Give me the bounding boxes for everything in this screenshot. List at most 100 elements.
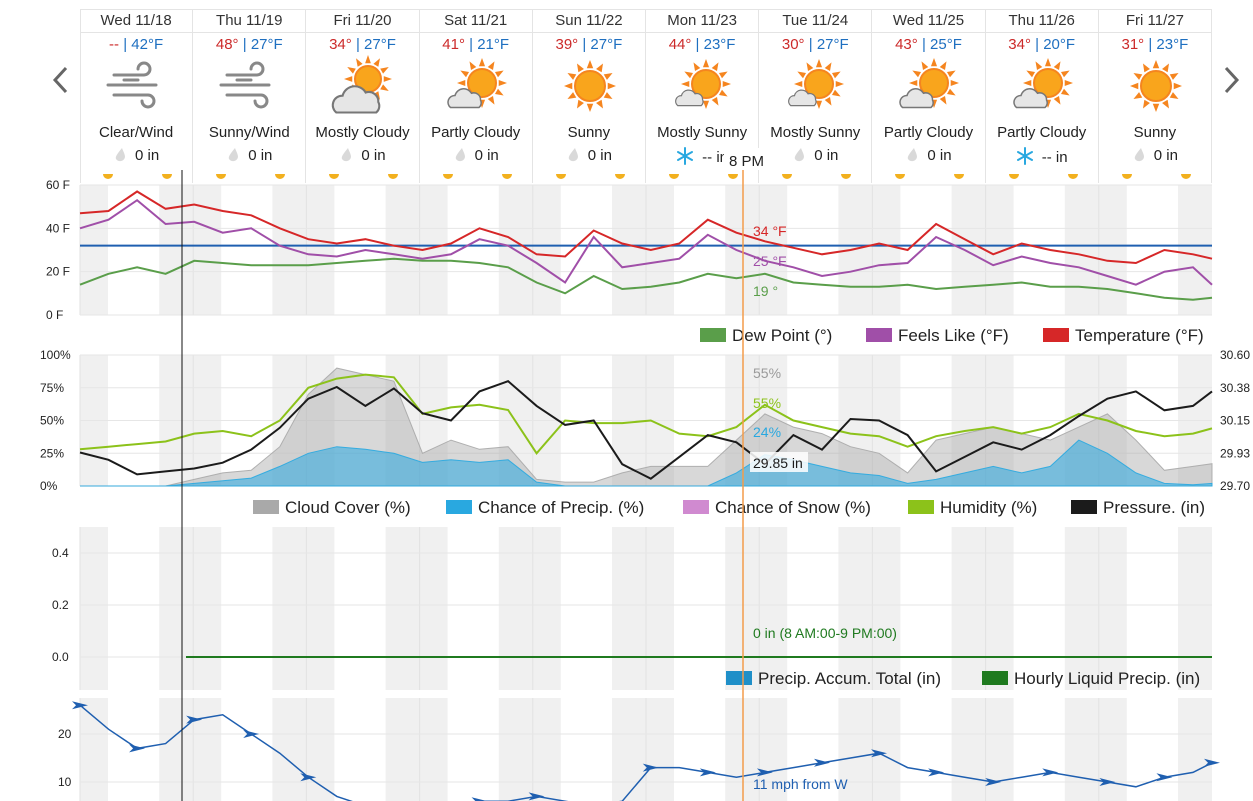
wind-direction-arrow	[1099, 778, 1116, 786]
day-name: Sun 11/22	[555, 12, 623, 29]
previous-days-button[interactable]	[46, 60, 76, 100]
wind-direction-arrow	[699, 768, 716, 777]
precip-y-tick: 0.2	[52, 598, 69, 612]
wind-icon	[102, 53, 172, 123]
precip-legend-label: Hourly Liquid Precip. (in)	[1014, 669, 1200, 688]
low-temp: 25°F	[930, 36, 962, 53]
temp-series-1	[79, 198, 1213, 286]
wind-direction-arrow	[813, 758, 830, 767]
day-column-9[interactable]: Fri 11/27 31° | 23°F Sunny 0 in	[1099, 9, 1212, 183]
high-temp: 48°	[215, 36, 239, 53]
wind-panel-night-band	[646, 698, 674, 801]
temp-separator: |	[695, 36, 704, 53]
low-temp: 27°F	[816, 36, 849, 53]
high-temp: 34°	[1008, 36, 1031, 53]
temp-panel-night-band	[80, 185, 108, 315]
sky-legend-label: Cloud Cover (%)	[285, 498, 411, 517]
cursor-wind-value: 11 mph from W	[753, 776, 848, 792]
pressure-line	[79, 380, 1213, 480]
wind-y-tick: 10	[58, 775, 72, 789]
sky-y-tick-right: 30.38	[1220, 381, 1250, 395]
temp-legend-label: Dew Point (°)	[732, 326, 832, 345]
condition-text: Partly Cloudy	[997, 124, 1087, 141]
wind-direction-arrow	[186, 715, 203, 724]
wind-direction-arrow	[756, 768, 773, 777]
day-column-0[interactable]: Wed 11/18 -- | 42°F Clear/Wind 0 in	[80, 9, 194, 183]
sky-legend-label: Chance of Snow (%)	[715, 498, 871, 517]
cursor-time-label: 8 PM	[729, 153, 764, 170]
day-name: Thu 11/26	[1008, 12, 1075, 29]
wind-direction-arrow	[1042, 768, 1059, 777]
sky-legend-label: Pressure. (in)	[1103, 498, 1205, 517]
wind-panel-night-band	[725, 698, 760, 801]
day-column-5[interactable]: Mon 11/23 44° | 23°F Mostly Sunny -- in	[646, 9, 760, 183]
precip-panel-night-band	[306, 527, 335, 690]
temp-separator: |	[242, 36, 251, 53]
cursor-time-bg	[724, 148, 770, 170]
precip-legend-label: Precip. Accum. Total (in)	[758, 669, 941, 688]
wind-panel-night-band	[612, 698, 646, 801]
partly-cloudy-icon	[1008, 53, 1078, 123]
wind-direction-arrow	[243, 730, 260, 738]
low-temp: 27°F	[364, 36, 396, 53]
day-column-3[interactable]: Sat 11/21 41° | 21°F Partly Cloudy 0 in	[420, 9, 533, 183]
day-column-4[interactable]: Sun 11/22 39° | 27°F Sunny 0 in	[533, 9, 646, 183]
day-name: Tue 11/24	[782, 12, 849, 29]
condition-text: Clear/Wind	[99, 124, 174, 141]
precip-panel-night-band	[1064, 527, 1099, 690]
precip-amount: 0 in	[80, 147, 192, 167]
chevron-left-icon	[52, 66, 68, 94]
precip-amount: 0 in	[420, 147, 532, 167]
sky-legend-swatch	[1071, 500, 1097, 514]
temp-y-tick: 0 F	[46, 308, 63, 322]
high-temp: 30°	[781, 36, 805, 53]
day-temps: 39° | 27°F	[533, 36, 645, 53]
partly-cloudy-icon	[442, 53, 512, 123]
condition-text: Mostly Sunny	[657, 124, 748, 141]
low-temp: 20°F	[1043, 36, 1076, 53]
temp-panel-night-band	[272, 185, 307, 315]
temp-series-0	[79, 190, 1213, 265]
condition-text: Mostly Cloudy	[315, 124, 410, 141]
precip-value: 0 in	[927, 147, 952, 164]
day-name: Fri 11/27	[1125, 12, 1184, 29]
day-column-7[interactable]: Wed 11/25 43° | 25°F Partly Cloudy 0 in	[872, 9, 986, 183]
temp-separator: |	[355, 36, 365, 53]
temp-y-tick: 20 F	[46, 265, 70, 279]
cursor-humidity-value: 55%	[753, 395, 781, 411]
header-top-border	[80, 9, 1212, 10]
precip-value: 0 in	[814, 147, 839, 164]
raindrop-icon	[1132, 147, 1146, 167]
day-column-1[interactable]: Thu 11/19 48° | 27°F Sunny/Wind 0 in	[193, 9, 307, 183]
precip-panel-night-band	[80, 527, 108, 690]
sky-legend-label: Humidity (%)	[940, 498, 1037, 517]
condition-text: Sunny/Wind	[208, 124, 290, 141]
temp-separator: |	[808, 36, 817, 53]
wind-panel-night-band	[419, 698, 448, 801]
day-column-8[interactable]: Thu 11/26 34° | 20°F Partly Cloudy -- in	[986, 9, 1099, 183]
next-days-button[interactable]	[1216, 60, 1246, 100]
wind-direction-arrow	[471, 797, 487, 801]
precip-amount: 0 in	[759, 147, 871, 167]
high-temp: 39°	[555, 36, 579, 53]
sunrise-sunset-markers	[306, 169, 418, 179]
precip-panel-night-band	[612, 527, 646, 690]
precip-panel-night-band	[951, 527, 986, 690]
wind-y-tick: 20	[58, 727, 72, 741]
temp-legend-swatch	[1043, 328, 1069, 342]
day-column-6[interactable]: Tue 11/24 30° | 27°F Mostly Sunny 0 in	[759, 9, 873, 183]
day-column-2[interactable]: Fri 11/20 34° | 27°F Mostly Cloudy 0 in	[306, 9, 420, 183]
cursor-feelslike-value: 25 °F	[753, 253, 787, 269]
precip-value: 0 in	[361, 147, 386, 164]
sunrise-sunset-markers	[533, 169, 645, 179]
precip-value: 0 in	[1153, 147, 1178, 164]
sky-y-tick-right: 29.70	[1220, 479, 1250, 493]
temp-panel-night-band	[1178, 185, 1212, 315]
temp-separator: |	[469, 36, 478, 53]
low-temp: 23°F	[1156, 36, 1189, 53]
wind-direction-arrow	[928, 768, 945, 777]
precip-value: -- in	[702, 149, 729, 166]
wind-panel-night-band	[985, 698, 1014, 801]
day-temps: 44° | 23°F	[646, 36, 758, 53]
wind-direction-arrow	[129, 744, 146, 753]
